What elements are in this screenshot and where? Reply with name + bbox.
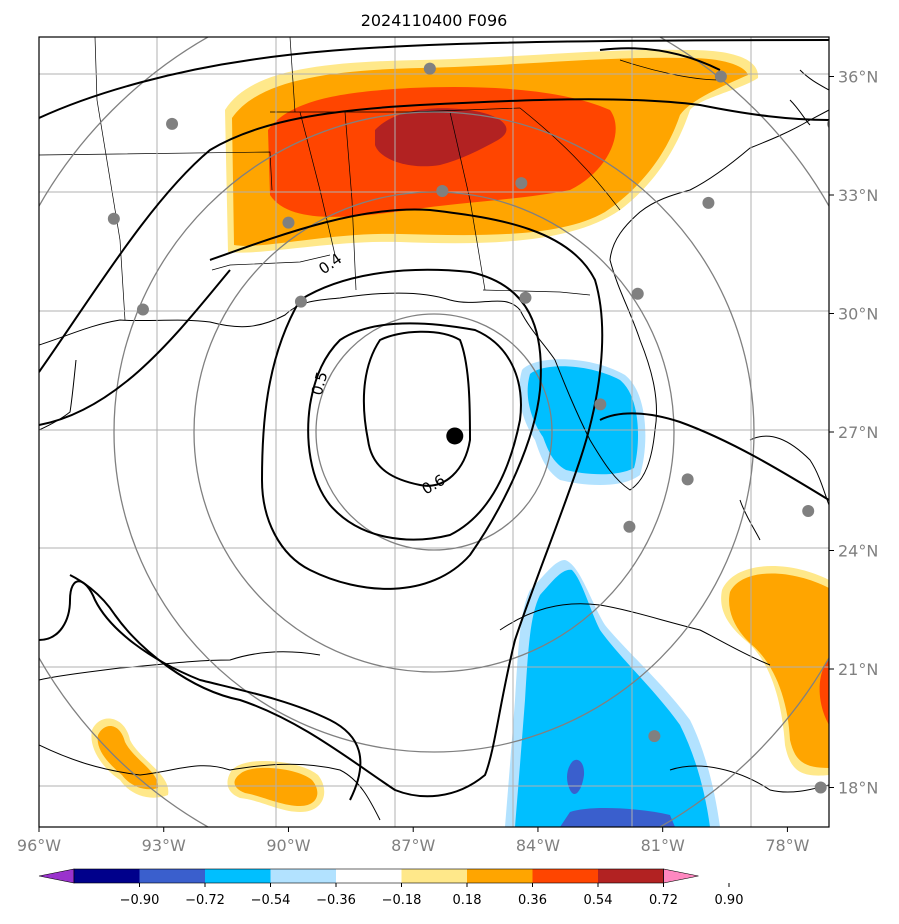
colorbar-swatch (139, 869, 205, 883)
colorbar-swatch (532, 869, 598, 883)
colorbar-swatch (270, 869, 336, 883)
station-marker (107, 212, 120, 225)
lon-tick-label: 93°W (142, 836, 186, 855)
colorbar-swatch (205, 869, 271, 883)
station-marker (814, 781, 827, 794)
colorbar-label: −0.36 (316, 893, 356, 908)
station-marker (681, 473, 694, 486)
contour-label-0.5: 0.5 (308, 370, 332, 398)
colorbar-label: 0.18 (453, 893, 482, 908)
colorbar-label: 0.54 (584, 893, 613, 908)
colorbar-label: −0.54 (251, 893, 291, 908)
positive-anomaly-fill (91, 49, 829, 812)
lon-tick-label: 90°W (266, 836, 310, 855)
colorbar-swatch (467, 869, 533, 883)
colorbar-swatch (401, 869, 467, 883)
station-marker (648, 730, 661, 743)
lat-tick-label: 18°N (838, 779, 878, 798)
contour-lines (39, 39, 829, 801)
station-marker (802, 505, 815, 517)
station-marker (423, 62, 436, 75)
lat-tick-label: 30°N (838, 305, 878, 324)
storm-center-marker (446, 427, 464, 445)
lat-tick-label: 21°N (838, 660, 878, 679)
colorbar-swatch (74, 869, 140, 883)
station-marker (519, 291, 532, 304)
storm-center-dot (446, 427, 464, 445)
station-marker (282, 216, 295, 229)
colorbar-label: −0.18 (382, 893, 422, 908)
colorbar-label: 0.90 (715, 893, 744, 908)
colorbar-extend-high (663, 868, 699, 884)
lat-tick-label: 27°N (838, 423, 878, 442)
longitude-ticks: 96°W 93°W 90°W 87°W 84°W 81°W 78°W (17, 827, 810, 855)
colorbar-extend-low (38, 868, 75, 884)
station-marker (436, 185, 449, 198)
station-marker (515, 177, 528, 190)
colorbar-label: 0.36 (518, 893, 547, 908)
colorbar-outline (73, 868, 664, 884)
colorbar-swatch (336, 869, 402, 883)
station-marker (136, 303, 149, 316)
lon-tick-label: 81°W (641, 836, 685, 855)
lon-tick-label: 78°W (765, 836, 809, 855)
colorbar-swatch (598, 869, 664, 883)
colorbar-label: 0.72 (649, 893, 678, 908)
latitude-ticks: 36°N 33°N 30°N 27°N 24°N 21°N 18°N (829, 68, 878, 798)
lat-tick-label: 24°N (838, 542, 878, 561)
station-marker (166, 117, 179, 130)
colorbar-label: −0.72 (185, 893, 225, 908)
colorbar-label: −0.90 (120, 893, 160, 908)
map-panel: 0.4 0.5 0.6 (39, 37, 829, 827)
station-marker (594, 398, 607, 411)
lon-tick-label: 87°W (391, 836, 435, 855)
lat-tick-label: 36°N (838, 68, 878, 87)
station-marker (623, 520, 636, 533)
lon-tick-label: 96°W (17, 836, 61, 855)
colorbar: −0.90 −0.72 −0.54 −0.36 −0.18 0.18 0.36 0.54 0.7… (38, 868, 744, 908)
station-marker (631, 287, 644, 300)
station-marker (714, 70, 727, 83)
lat-tick-label: 33°N (838, 186, 878, 205)
station-markers (107, 62, 829, 794)
map-title: 2024110400 F096 (361, 11, 508, 30)
lon-tick-label: 84°W (516, 836, 560, 855)
station-marker (294, 295, 307, 308)
range-rings (39, 37, 829, 827)
station-marker (702, 196, 715, 209)
